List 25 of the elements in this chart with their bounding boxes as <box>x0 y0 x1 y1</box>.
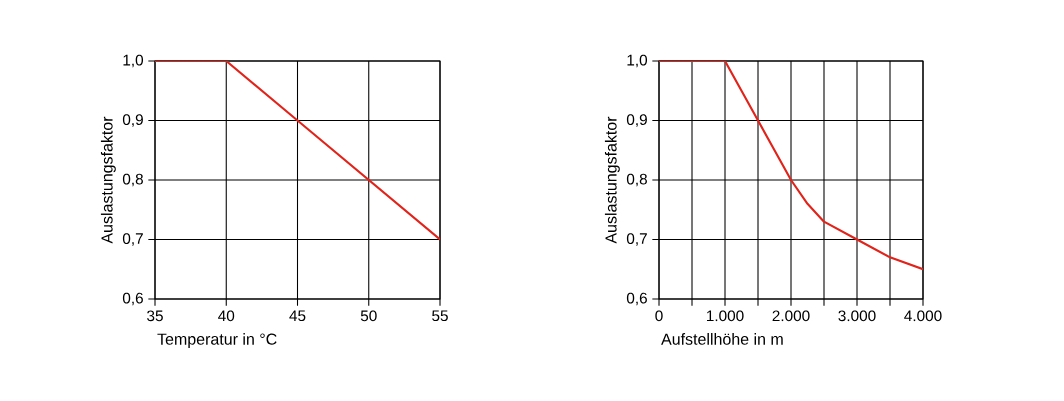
x-tick-label: 40 <box>218 310 235 322</box>
x-tick-label: 45 <box>289 310 306 322</box>
x-tick-label: 3.000 <box>838 310 876 322</box>
y-tick-label: 0,7 <box>626 233 647 246</box>
y-tick-label: 1,0 <box>627 54 648 68</box>
x-axis-title: Temperatur in °C <box>157 333 277 348</box>
y-tick-label: 0,6 <box>122 292 143 306</box>
y-tick-label: 0,9 <box>626 114 647 127</box>
x-axis-title: Aufstellhöhe in m <box>661 333 783 345</box>
x-tick-label: 2.000 <box>772 310 810 322</box>
y-tick-label: 0,9 <box>122 114 143 127</box>
y-tick-label: 1,0 <box>123 54 144 68</box>
y-axis-title: Auslastungsfaktor <box>100 116 116 244</box>
y-tick-label: 0,8 <box>122 173 143 187</box>
y-tick-label: 0,8 <box>626 173 647 187</box>
x-tick-label: 1.000 <box>706 310 744 322</box>
x-tick-label: 50 <box>360 310 377 322</box>
line-series <box>659 61 923 271</box>
x-tick-label: 35 <box>147 310 163 322</box>
y-tick-label: 0,6 <box>626 292 647 306</box>
x-tick-label: 4.000 <box>904 310 942 322</box>
y-tick-label: 0,7 <box>122 233 143 246</box>
x-tick-label: 55 <box>432 310 448 322</box>
x-tick-label: 0 <box>655 310 663 322</box>
y-axis-title: Auslastungsfaktor <box>604 116 620 244</box>
